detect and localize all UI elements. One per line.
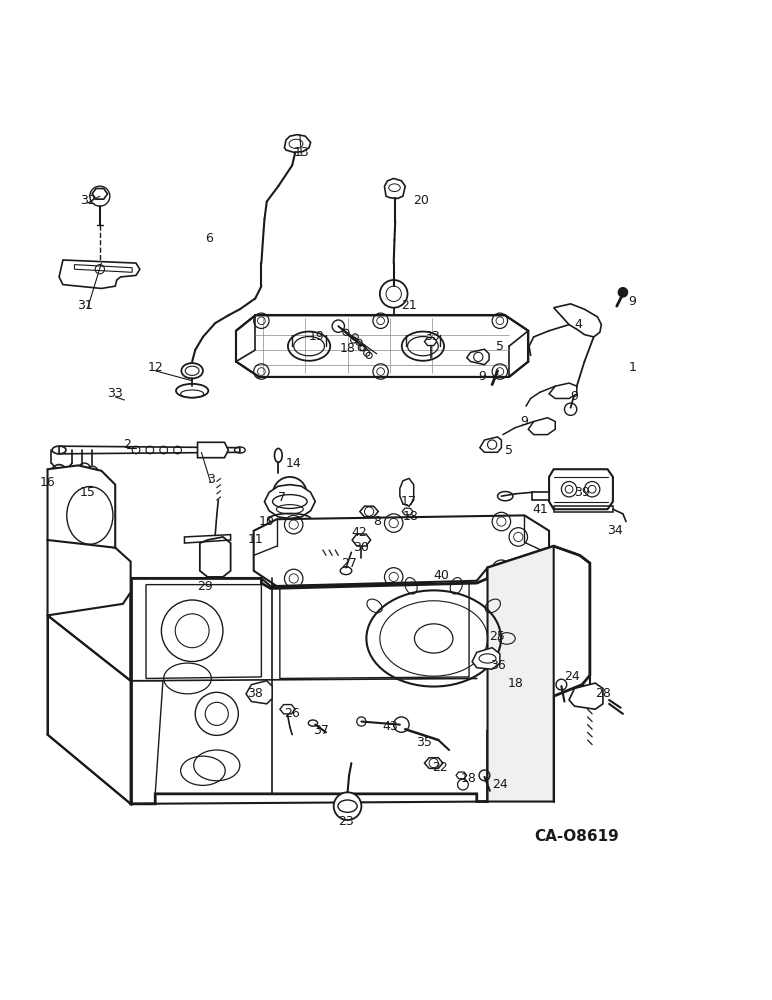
Text: 25: 25: [489, 630, 506, 643]
Polygon shape: [425, 758, 443, 768]
Polygon shape: [200, 537, 231, 577]
Text: 19: 19: [309, 330, 325, 343]
Text: 9: 9: [628, 295, 636, 308]
Text: 37: 37: [313, 724, 329, 737]
Text: 7: 7: [278, 491, 286, 504]
Text: 8: 8: [373, 515, 381, 528]
Text: 24: 24: [492, 778, 508, 791]
Polygon shape: [488, 546, 554, 802]
Polygon shape: [554, 304, 601, 337]
Text: 5: 5: [505, 444, 513, 457]
Polygon shape: [130, 546, 590, 804]
Polygon shape: [549, 469, 613, 509]
Text: 29: 29: [198, 580, 213, 593]
Polygon shape: [425, 338, 437, 346]
Polygon shape: [549, 383, 577, 398]
Text: 34: 34: [608, 524, 623, 537]
Polygon shape: [472, 648, 499, 669]
Polygon shape: [236, 315, 528, 377]
Text: 26: 26: [284, 707, 300, 720]
Text: 9: 9: [478, 370, 486, 383]
Text: 4: 4: [574, 318, 582, 331]
Text: 27: 27: [341, 557, 357, 570]
Text: 14: 14: [286, 457, 302, 470]
Text: 21: 21: [401, 299, 417, 312]
Circle shape: [334, 792, 361, 820]
Text: 18: 18: [507, 677, 523, 690]
Polygon shape: [246, 681, 273, 704]
Text: 3: 3: [207, 473, 215, 486]
Text: 2: 2: [123, 438, 130, 451]
Text: 35: 35: [417, 736, 432, 749]
Text: 18: 18: [403, 510, 418, 523]
Text: 40: 40: [433, 569, 449, 582]
Polygon shape: [48, 615, 130, 804]
Text: 23: 23: [338, 815, 354, 828]
Text: 11: 11: [247, 533, 263, 546]
Text: 9: 9: [571, 390, 578, 403]
Polygon shape: [400, 478, 414, 506]
Text: 18: 18: [461, 772, 477, 785]
Text: 6: 6: [205, 232, 213, 245]
Text: 28: 28: [595, 687, 611, 700]
Polygon shape: [480, 437, 501, 452]
Text: 42: 42: [351, 526, 367, 539]
Text: 33: 33: [107, 387, 123, 400]
Text: 18: 18: [340, 342, 355, 355]
Polygon shape: [254, 515, 549, 586]
Text: 39: 39: [574, 486, 590, 499]
Polygon shape: [569, 683, 603, 709]
Polygon shape: [59, 260, 140, 288]
Text: 41: 41: [532, 503, 547, 516]
Polygon shape: [456, 772, 467, 779]
Text: 36: 36: [489, 659, 506, 672]
Polygon shape: [48, 465, 115, 548]
Text: 13: 13: [293, 146, 310, 159]
Text: 1: 1: [628, 361, 636, 374]
Text: 5: 5: [496, 340, 504, 353]
Text: 24: 24: [564, 670, 580, 683]
Polygon shape: [351, 524, 371, 537]
Polygon shape: [352, 534, 371, 546]
Polygon shape: [265, 485, 315, 518]
Text: 20: 20: [413, 194, 428, 207]
Polygon shape: [528, 418, 555, 435]
Text: 10: 10: [259, 515, 275, 528]
Polygon shape: [198, 442, 229, 458]
Polygon shape: [402, 508, 413, 515]
Polygon shape: [59, 446, 240, 454]
Text: 43: 43: [382, 720, 398, 733]
Text: 22: 22: [432, 761, 448, 774]
Text: 30: 30: [354, 541, 369, 554]
Text: 17: 17: [401, 495, 417, 508]
Text: 15: 15: [80, 486, 96, 499]
Polygon shape: [360, 506, 378, 517]
Text: 16: 16: [39, 476, 56, 489]
Text: CA-O8619: CA-O8619: [534, 829, 619, 844]
Text: 12: 12: [147, 361, 163, 374]
Circle shape: [618, 288, 628, 297]
Text: 31: 31: [76, 299, 93, 312]
Text: 38: 38: [247, 687, 263, 700]
Polygon shape: [92, 189, 107, 199]
Text: 9: 9: [520, 415, 528, 428]
Polygon shape: [48, 540, 130, 615]
Polygon shape: [279, 705, 295, 714]
Polygon shape: [467, 349, 489, 365]
Circle shape: [332, 320, 344, 332]
Polygon shape: [532, 492, 549, 500]
Text: 32: 32: [80, 194, 96, 207]
Text: 33: 33: [425, 330, 440, 343]
